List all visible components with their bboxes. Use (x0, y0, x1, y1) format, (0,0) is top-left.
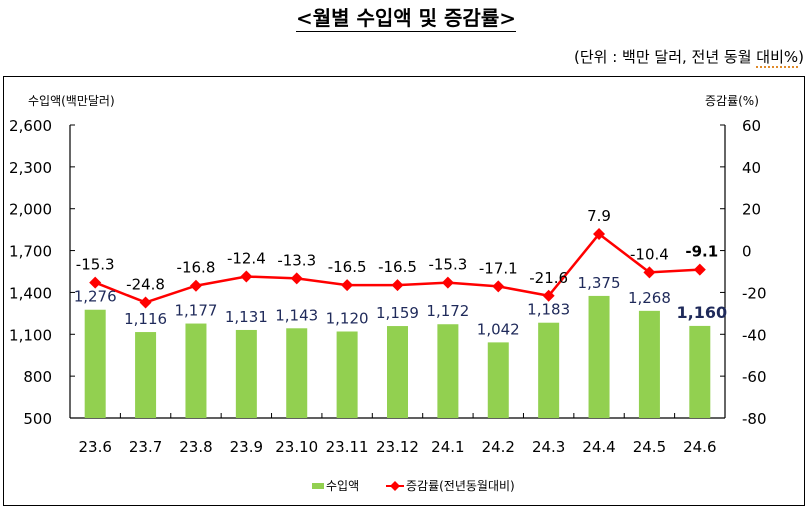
unit-note: (단위 : 백만 달러, 전년 동월 대비%) (573, 46, 804, 68)
line-data-label: 7.9 (587, 207, 611, 225)
legend-bar-label: 수입액 (326, 479, 359, 493)
left-tick-label: 800 (23, 368, 52, 386)
x-tick-label: 23.10 (275, 438, 318, 456)
line-data-label: -16.5 (378, 258, 417, 276)
bar (387, 326, 408, 418)
x-tick-label: 24.1 (431, 438, 464, 456)
right-tick-label: 60 (742, 117, 761, 135)
left-axis-title: 수입액(백만달러) (28, 94, 115, 108)
bar-data-label: 1,042 (477, 320, 520, 338)
right-tick-label: -20 (742, 284, 767, 302)
line-data-label: -12.4 (227, 250, 266, 268)
bar-data-label: 1,177 (174, 302, 217, 320)
bar-data-label: 1,268 (628, 289, 671, 307)
line-marker (693, 263, 706, 276)
bar-data-label: 1,276 (74, 288, 117, 306)
left-tick-label: 2,300 (9, 159, 52, 177)
line-marker (89, 276, 102, 289)
bar-data-label: 1,120 (326, 309, 369, 327)
line-marker (542, 289, 555, 302)
x-tick-label: 24.6 (683, 438, 716, 456)
left-tick-label: 1,100 (9, 326, 52, 344)
line-marker (240, 270, 253, 283)
legend-line-label: 증감률(전년동월대비) (406, 479, 515, 493)
left-tick-label: 1,700 (9, 243, 52, 261)
unit-note-underlined: 대비% (756, 48, 799, 68)
bar-data-label: 1,143 (275, 306, 318, 324)
x-tick-label: 23.9 (230, 438, 263, 456)
x-tick-label: 23.12 (376, 438, 419, 456)
chart-title-text: <월별 수입액 및 증감률> (295, 6, 516, 32)
chart-title: <월별 수입액 및 증감률> (0, 2, 812, 32)
line-marker (492, 280, 505, 293)
line-data-label: -10.4 (630, 245, 669, 263)
line-data-label: -17.1 (479, 259, 518, 277)
bar-data-label: 1,375 (578, 274, 621, 292)
line-marker (290, 272, 303, 285)
line-marker (139, 296, 152, 309)
bar-data-label: 1,160 (677, 303, 728, 322)
right-tick-label: -60 (742, 368, 767, 386)
line-data-label: -15.3 (76, 256, 115, 274)
chart-frame (3, 76, 805, 506)
right-tick-label: 20 (742, 201, 761, 219)
line-data-label: -13.3 (277, 251, 316, 269)
x-tick-label: 24.2 (482, 438, 515, 456)
bar-data-label: 1,131 (225, 308, 268, 326)
line-data-label: -15.3 (428, 256, 467, 274)
left-tick-label: 2,000 (9, 201, 52, 219)
left-tick-label: 2,600 (9, 117, 52, 135)
bar (135, 332, 157, 418)
line-marker (341, 279, 354, 292)
line-data-label: -24.8 (126, 275, 165, 293)
right-tick-label: 0 (742, 243, 752, 261)
bar-data-label: 1,172 (426, 302, 469, 320)
line-marker (189, 279, 202, 292)
bar (638, 310, 660, 418)
legend-line-marker (390, 481, 400, 491)
bar-data-label: 1,159 (376, 304, 419, 322)
right-tick-label: -40 (742, 326, 767, 344)
x-tick-label: 23.7 (129, 438, 162, 456)
legend-bar-swatch (312, 483, 324, 489)
bar (286, 328, 308, 418)
line-marker (593, 228, 606, 241)
bar-data-label: 1,116 (124, 310, 167, 328)
line-data-label: -16.5 (328, 258, 367, 276)
bar (437, 324, 459, 418)
unit-note-prefix: (단위 : 백만 달러, 전년 동월 (573, 48, 757, 66)
unit-note-suffix: ) (798, 48, 804, 66)
x-tick-label: 24.4 (582, 438, 615, 456)
x-tick-label: 23.6 (78, 438, 111, 456)
x-tick-label: 23.8 (179, 438, 212, 456)
x-tick-label: 23.11 (326, 438, 369, 456)
bar (588, 295, 610, 418)
bar (336, 331, 358, 418)
bar (538, 322, 560, 418)
x-tick-label: 24.5 (633, 438, 666, 456)
line-data-label: -21.6 (529, 269, 568, 287)
line-marker (391, 279, 404, 292)
line-data-label: -9.1 (685, 243, 718, 261)
left-tick-label: 1,400 (9, 284, 52, 302)
right-tick-label: -80 (742, 410, 767, 428)
line-marker (441, 276, 454, 289)
right-tick-label: 40 (742, 159, 761, 177)
bar (185, 323, 207, 418)
right-axis-title: 증감률(%) (705, 94, 759, 108)
x-tick-label: 24.3 (532, 438, 565, 456)
bar (487, 342, 509, 418)
left-tick-label: 500 (23, 410, 52, 428)
bar (84, 309, 106, 418)
bar (235, 329, 257, 418)
line-marker (643, 266, 656, 279)
bar-data-label: 1,183 (527, 301, 570, 319)
line-data-label: -16.8 (177, 259, 216, 277)
bar (689, 325, 711, 418)
